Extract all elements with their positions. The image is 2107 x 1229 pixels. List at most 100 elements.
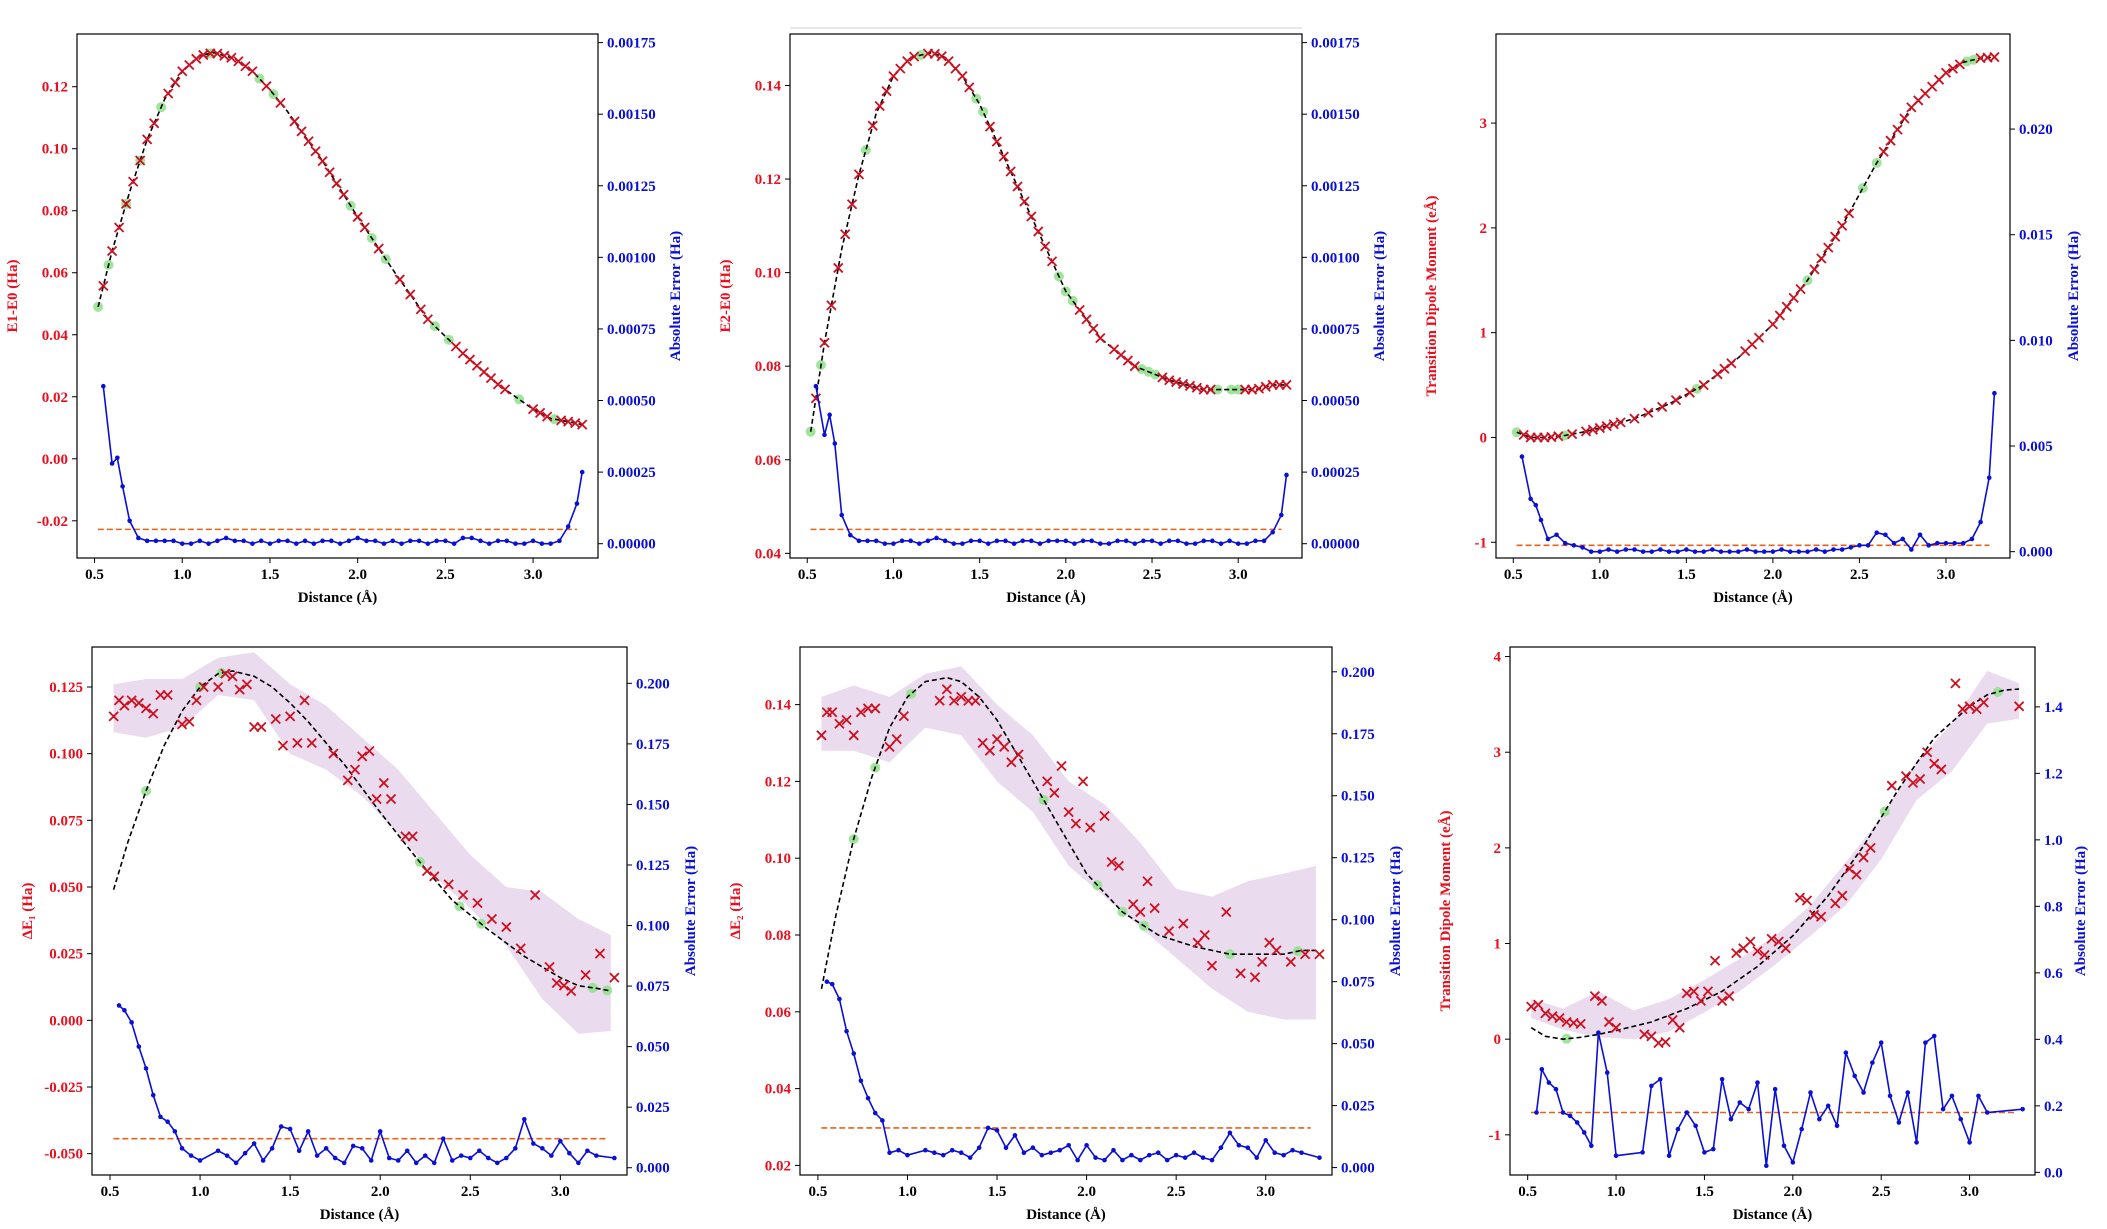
error-point (1787, 549, 1793, 554)
x-marker-stroke (1178, 918, 1189, 929)
error-point (1878, 1040, 1884, 1045)
error-point (1281, 1152, 1286, 1158)
x-marker-stroke (352, 211, 363, 223)
error-point (891, 541, 896, 546)
x-marker (247, 66, 258, 77)
error-point (1870, 1060, 1875, 1065)
x-marker-stroke (943, 55, 954, 67)
x-marker (1726, 358, 1737, 369)
x-marker-stroke (422, 314, 433, 325)
x-marker (891, 734, 902, 745)
x-marker-stroke (1608, 419, 1619, 430)
highlight-point (1224, 949, 1235, 960)
error-point (1943, 540, 1949, 546)
x-marker (113, 222, 125, 233)
x-marker (331, 178, 342, 189)
error-point (1546, 1080, 1552, 1085)
error-point (905, 1152, 910, 1158)
error-point (1191, 1150, 1197, 1155)
x-marker-stroke (956, 691, 967, 703)
error-point (522, 541, 527, 546)
error-point (1808, 1090, 1813, 1095)
x-marker-stroke (1667, 1014, 1678, 1026)
error-point (1805, 549, 1810, 554)
x-marker-stroke (840, 229, 851, 240)
y-tick-label: 0.100 (49, 747, 83, 763)
error-point (960, 541, 965, 546)
x-marker-stroke (1936, 764, 1947, 775)
x-marker (551, 977, 562, 989)
y-tick-label: 0 (1480, 430, 1488, 446)
error-point (822, 432, 827, 438)
chart-panel-2: 0.5 1.0 1.5 2.0 2.5 3.0 Distance (Å) 0.04 0.06 0.… (718, 33, 1388, 606)
chart-panel-6: 0.5 1.0 1.5 2.0 2.5 3.0 Distance (Å) -1 0 1 2 3 4 Tra… (1438, 646, 2089, 1223)
error-point (1245, 1145, 1251, 1151)
x-marker-stroke (1830, 231, 1841, 242)
x-marker (1113, 860, 1124, 872)
x-marker (289, 116, 300, 127)
x-marker (991, 136, 1003, 147)
x-marker (394, 274, 405, 285)
x-marker (1019, 196, 1030, 207)
x-marker (1042, 776, 1053, 787)
error-point (558, 1138, 563, 1144)
y-tick-label: 0.08 (765, 928, 791, 944)
x-marker-stroke (1314, 949, 1325, 960)
error-point (1649, 549, 1655, 554)
x-marker-stroke (1108, 344, 1120, 355)
x-marker-stroke (261, 80, 272, 92)
x-marker (170, 77, 181, 88)
x-marker-stroke (359, 222, 370, 233)
x-marker-stroke (1643, 407, 1654, 418)
error-point (1063, 538, 1069, 544)
error-point (1719, 1076, 1725, 1082)
error-point (116, 1003, 122, 1008)
x-marker (1088, 323, 1099, 334)
y-axis-label: Transition Dipole Moment (eÅ) (1424, 196, 1440, 397)
x-marker-stroke (1040, 241, 1051, 252)
x-marker-stroke (867, 120, 878, 131)
x-marker-stroke (1724, 990, 1735, 1002)
x-marker-stroke (577, 419, 588, 430)
x-marker-stroke (1260, 381, 1271, 392)
error-point (136, 1044, 142, 1049)
x-marker (840, 229, 851, 240)
error-point (1039, 1152, 1045, 1158)
x-marker (816, 730, 827, 741)
x-marker (984, 121, 996, 132)
error-point (122, 1008, 127, 1013)
x-marker-stroke (1587, 424, 1599, 435)
x-marker (826, 300, 837, 311)
x-marker (1178, 918, 1189, 929)
error-point (1120, 1157, 1125, 1163)
error-point (1874, 530, 1880, 535)
x-marker-stroke (256, 721, 267, 733)
error-point (413, 1160, 419, 1166)
x-marker (184, 716, 195, 727)
y-tick-label: -1 (1489, 1128, 1502, 1144)
error-point (1533, 502, 1539, 508)
error-point (1539, 1066, 1545, 1072)
error-point (258, 538, 264, 544)
x-marker-stroke (127, 176, 139, 187)
x-marker (1957, 704, 1968, 715)
x-marker-stroke (1940, 67, 1952, 78)
x-marker (126, 695, 137, 706)
error-point (1209, 1157, 1215, 1163)
error-point (942, 538, 948, 544)
error-point (467, 1155, 473, 1161)
error-point (337, 541, 343, 546)
x-marker (929, 48, 940, 60)
y-tick-label: 0.10 (42, 142, 68, 158)
x-tick-label: 2.0 (348, 567, 367, 583)
x-marker-stroke (1629, 413, 1640, 424)
x-marker-stroke (233, 56, 244, 67)
x-tick-label: 1.0 (173, 567, 192, 583)
x-marker (324, 167, 335, 178)
x-marker (1285, 956, 1296, 968)
x-marker (984, 745, 996, 756)
error-point (1227, 1130, 1233, 1136)
x-marker-stroke (1088, 323, 1099, 334)
x-marker-stroke (1781, 301, 1792, 312)
x-marker (529, 889, 541, 901)
